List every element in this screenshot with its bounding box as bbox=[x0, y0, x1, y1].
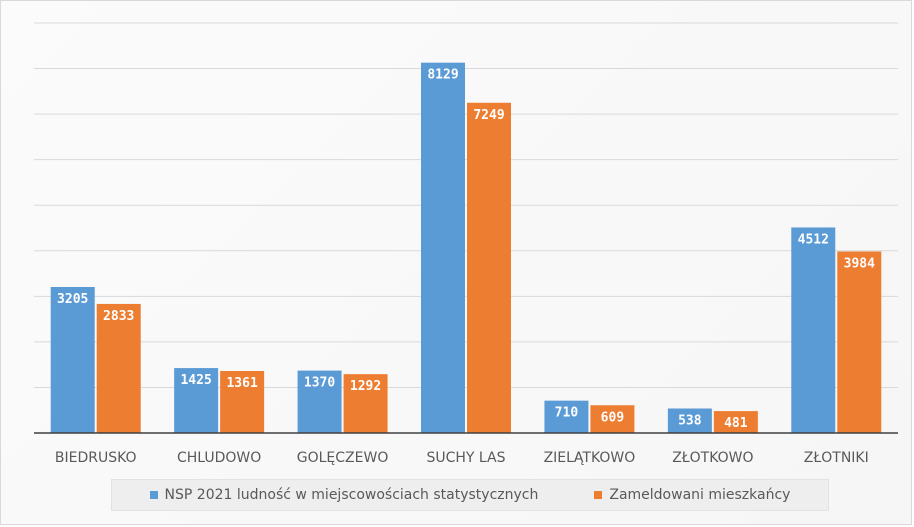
category-label: ZIELĄTKOWO bbox=[544, 450, 636, 466]
bar bbox=[421, 62, 465, 433]
data-label: 710 bbox=[555, 406, 579, 421]
bar bbox=[297, 370, 342, 433]
category-label: ZŁOTNIKI bbox=[804, 450, 869, 466]
category-label: SUCHY LAS bbox=[426, 450, 505, 466]
legend-label-nsp: NSP 2021 ludność w miejscowościach staty… bbox=[164, 487, 539, 503]
legend-label-zameldowani: Zameldowani mieszkańcy bbox=[609, 487, 791, 503]
legend-swatch-zameldowani bbox=[594, 491, 603, 499]
data-label: 4512 bbox=[798, 232, 829, 247]
bars bbox=[50, 62, 882, 434]
bar bbox=[50, 286, 95, 433]
category-label: ZŁOTKOWO bbox=[672, 450, 753, 466]
gridlines bbox=[34, 22, 898, 388]
bar bbox=[590, 405, 635, 433]
data-label: 2833 bbox=[103, 309, 134, 324]
data-labels: 3205 2833 1425 1361 1370 1292 8129 7249 710 609 53… bbox=[57, 68, 875, 431]
category-label: BIEDRUSKO bbox=[55, 450, 137, 466]
bar bbox=[791, 227, 836, 433]
legend-item-zameldowani: Zameldowani mieszkańcy bbox=[594, 487, 790, 503]
bar bbox=[713, 411, 758, 433]
bar-chart: 3205 2833 1425 1361 1370 1292 8129 7249 710 609 53… bbox=[34, 22, 898, 466]
bar bbox=[174, 368, 219, 433]
category-label: CHLUDOWO bbox=[177, 450, 261, 466]
bar bbox=[343, 374, 388, 433]
data-label: 538 bbox=[678, 413, 702, 428]
data-label: 7249 bbox=[473, 108, 504, 123]
legend-swatch-nsp bbox=[149, 491, 158, 499]
data-label: 1361 bbox=[226, 376, 257, 391]
data-label: 481 bbox=[724, 416, 748, 431]
data-label: 3984 bbox=[844, 257, 875, 272]
x-axis: BIEDRUSKO CHLUDOWO GOLĘCZEWO SUCHY LAS ZIELĄ… bbox=[34, 432, 898, 466]
bar bbox=[544, 400, 589, 433]
data-label: 1292 bbox=[350, 379, 381, 394]
data-label: 609 bbox=[601, 410, 624, 425]
category-label: GOLĘCZEWO bbox=[297, 450, 389, 466]
legend-item-nsp: NSP 2021 ludność w miejscowościach staty… bbox=[149, 487, 539, 503]
bar bbox=[667, 408, 712, 433]
bar bbox=[96, 303, 141, 433]
bar bbox=[220, 370, 265, 433]
data-label: 1370 bbox=[304, 376, 335, 391]
bar bbox=[467, 102, 511, 434]
data-label: 1425 bbox=[180, 373, 211, 388]
data-label: 3205 bbox=[57, 292, 88, 307]
bar bbox=[837, 251, 882, 433]
legend: NSP 2021 ludność w miejscowościach staty… bbox=[111, 479, 829, 511]
data-label: 8129 bbox=[427, 68, 458, 83]
